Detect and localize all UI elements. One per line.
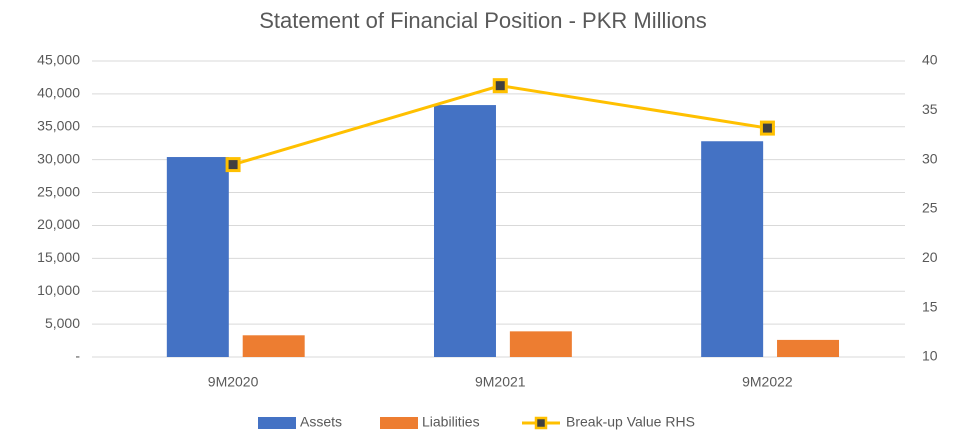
y-tick-label: 10,000 (37, 282, 80, 298)
y2-tick-label: 25 (922, 200, 938, 216)
marker (492, 78, 508, 94)
y-tick-label: 40,000 (37, 85, 80, 101)
chart-title: Statement of Financial Position - PKR Mi… (259, 8, 707, 33)
y2-tick-label: 35 (922, 101, 938, 117)
y-tick-label: 20,000 (37, 216, 80, 232)
bar (433, 105, 496, 358)
y2-tick-label: 15 (922, 298, 938, 314)
x-tick-label: 9M2020 (208, 374, 259, 390)
marker (225, 157, 241, 173)
x-tick-label: 9M2021 (475, 374, 526, 390)
y2-tick-label: 40 (922, 52, 938, 68)
y-tick-label: 15,000 (37, 249, 80, 265)
y-tick-label: - (75, 348, 80, 364)
y-tick-label: 30,000 (37, 150, 80, 166)
bar (777, 339, 840, 357)
x-tick-label: 9M2022 (742, 374, 793, 390)
legend-label: Liabilities (422, 414, 480, 430)
legend-swatch (380, 417, 418, 429)
y2-tick-label: 20 (922, 249, 938, 265)
y2-tick-label: 30 (922, 150, 938, 166)
legend-swatch (258, 417, 296, 429)
y-tick-label: 45,000 (37, 52, 80, 68)
bar (166, 157, 229, 357)
legend-label: Assets (300, 414, 342, 430)
y-tick-label: 5,000 (45, 315, 80, 331)
marker (759, 120, 775, 136)
y2-tick-label: 10 (922, 348, 938, 364)
bar (509, 331, 572, 357)
bar (242, 335, 305, 357)
bar (701, 141, 764, 357)
legend-label: Break-up Value RHS (566, 414, 695, 430)
legend-swatch (534, 416, 548, 430)
line (232, 84, 768, 167)
y-tick-label: 35,000 (37, 117, 80, 133)
y-tick-label: 25,000 (37, 183, 80, 199)
